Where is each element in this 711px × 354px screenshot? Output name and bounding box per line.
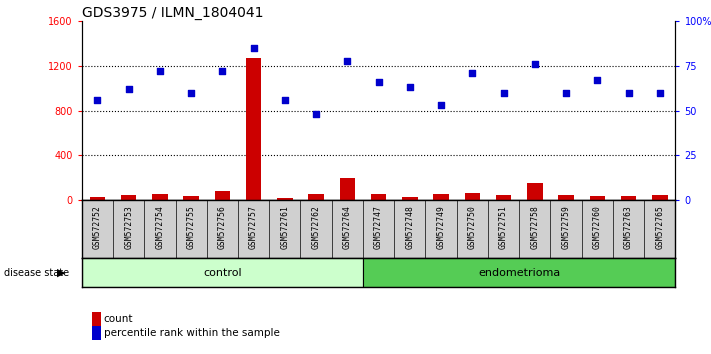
Text: GDS3975 / ILMN_1804041: GDS3975 / ILMN_1804041: [82, 6, 263, 20]
Text: count: count: [104, 314, 133, 324]
Bar: [152, 194, 168, 200]
Point: [248, 45, 260, 51]
Text: GSM572765: GSM572765: [656, 205, 664, 249]
Text: GSM572762: GSM572762: [311, 205, 321, 249]
Text: GSM572748: GSM572748: [405, 205, 415, 249]
Point: [123, 86, 134, 92]
Text: GSM572763: GSM572763: [624, 205, 633, 249]
Point: [592, 78, 603, 83]
Point: [373, 79, 384, 85]
Bar: [121, 195, 137, 200]
Bar: [527, 183, 542, 200]
Text: ▶: ▶: [57, 268, 65, 278]
Point: [435, 102, 447, 108]
Point: [404, 85, 415, 90]
Text: GSM572747: GSM572747: [374, 205, 383, 249]
Point: [560, 90, 572, 96]
Bar: [652, 195, 668, 200]
Text: GSM572758: GSM572758: [530, 205, 540, 249]
Text: GSM572757: GSM572757: [249, 205, 258, 249]
Point: [623, 90, 634, 96]
Bar: [558, 195, 574, 200]
Text: disease state: disease state: [4, 268, 69, 278]
Text: GSM572760: GSM572760: [593, 205, 602, 249]
Text: GSM572750: GSM572750: [468, 205, 477, 249]
Point: [154, 68, 166, 74]
Bar: [589, 195, 605, 200]
Bar: [90, 197, 105, 200]
Point: [342, 58, 353, 63]
Point: [466, 70, 478, 76]
Bar: [215, 190, 230, 200]
Point: [529, 61, 540, 67]
Text: GSM572754: GSM572754: [156, 205, 164, 249]
Text: GSM572764: GSM572764: [343, 205, 352, 249]
Text: GSM572753: GSM572753: [124, 205, 133, 249]
Bar: [496, 195, 511, 200]
Bar: [464, 193, 480, 200]
Point: [654, 90, 665, 96]
Bar: [340, 178, 356, 200]
Text: GSM572752: GSM572752: [93, 205, 102, 249]
Bar: [621, 196, 636, 200]
Text: GSM572761: GSM572761: [280, 205, 289, 249]
Text: GSM572756: GSM572756: [218, 205, 227, 249]
Bar: [433, 194, 449, 200]
Point: [498, 90, 509, 96]
Text: GSM572759: GSM572759: [562, 205, 571, 249]
Bar: [371, 194, 386, 200]
Point: [186, 90, 197, 96]
Bar: [277, 198, 293, 200]
Point: [311, 112, 322, 117]
Text: GSM572755: GSM572755: [186, 205, 196, 249]
Point: [92, 97, 103, 103]
Point: [217, 68, 228, 74]
Text: endometrioma: endometrioma: [478, 268, 560, 278]
Text: control: control: [203, 268, 242, 278]
Text: GSM572749: GSM572749: [437, 205, 446, 249]
Point: [279, 97, 291, 103]
Bar: [82, 258, 363, 287]
Bar: [402, 197, 417, 200]
Bar: [309, 194, 324, 200]
Text: GSM572751: GSM572751: [499, 205, 508, 249]
Bar: [363, 258, 675, 287]
Text: percentile rank within the sample: percentile rank within the sample: [104, 328, 279, 338]
Bar: [183, 196, 199, 200]
Bar: [246, 58, 262, 200]
